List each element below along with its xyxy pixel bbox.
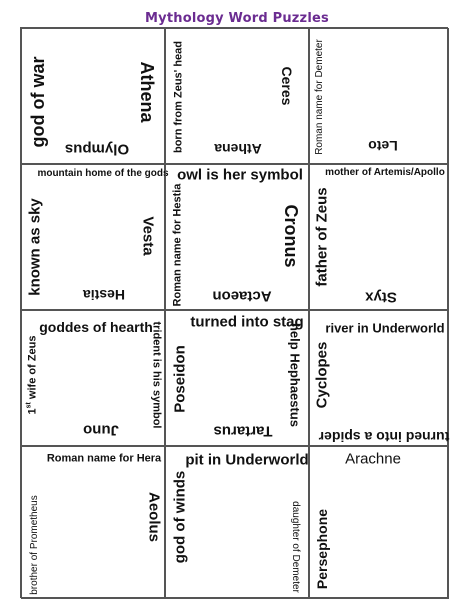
- puzzle-piece-3: Roman name for Demeter Leto: [309, 28, 449, 164]
- piece-edge-top: Roman name for Hera: [46, 452, 162, 465]
- piece-edge-left: Roman name for Hestia: [171, 183, 184, 307]
- puzzle-piece-7: goddes of hearth 1st wife of Zeus triden…: [21, 310, 165, 446]
- piece-edge-left: god of winds: [171, 470, 189, 564]
- puzzle-piece-5: owl is her symbol Roman name for Hestia …: [165, 164, 309, 310]
- piece-edge-left: known as sky: [26, 198, 44, 296]
- piece-edge-top: mountain home of the gods: [37, 168, 169, 179]
- piece-edge-bottom: Hestia: [82, 287, 126, 303]
- piece-edge-right: daughter of Demeter: [290, 501, 301, 593]
- piece-edge-left: Roman name for Demeter: [314, 39, 325, 155]
- puzzle-grid: god of war Athena Olympus born from Zeus…: [20, 27, 449, 599]
- piece-edge-right: Athena: [137, 61, 157, 123]
- piece-edge-left: brother of Prometheus: [29, 495, 40, 595]
- puzzle-piece-4: mountain home of the gods known as sky V…: [21, 164, 169, 310]
- piece-edge-left: god of war: [28, 56, 48, 148]
- piece-edge-bottom: Tartarus: [213, 422, 273, 440]
- piece-edge-right: Aeolus: [145, 491, 163, 543]
- piece-edge-top: river in Underworld: [325, 320, 445, 336]
- piece-edge-top: pit in Underworld: [185, 451, 309, 469]
- piece-edge-top: owl is her symbol: [177, 166, 303, 184]
- piece-edge-left: 1st wife of Zeus: [25, 335, 39, 415]
- piece-edge-bottom: Leto: [368, 138, 398, 154]
- piece-edge-left: Cyclopes: [313, 341, 331, 409]
- piece-edge-right: Ceres: [279, 66, 295, 106]
- piece-edge-bottom: Athena: [214, 141, 262, 157]
- piece-edge-bottom: Actaeon: [212, 287, 272, 305]
- piece-edge-top: turned into stag: [190, 313, 304, 331]
- piece-edge-bottom: turned into a spider: [318, 429, 450, 445]
- puzzle-piece-1: god of war Athena Olympus: [21, 28, 165, 164]
- piece-edge-right: help Hephaestus: [287, 322, 303, 428]
- puzzle-piece-2: born from Zeus' head Ceres Athena: [165, 28, 309, 164]
- piece-edge-left: father of Zeus: [313, 187, 331, 287]
- piece-edge-top: Arachne: [345, 450, 401, 468]
- piece-edge-right: Vesta: [139, 216, 157, 256]
- puzzle-piece-8: turned into stag Poseidon help Hephaestu…: [165, 310, 309, 446]
- page-title: Mythology Word Puzzles: [145, 11, 329, 26]
- piece-edge-right: Cronus: [281, 204, 301, 268]
- puzzle-piece-9: river in Underworld Cyclopes turned into…: [309, 310, 449, 446]
- piece-edge-bottom: Styx: [365, 288, 397, 306]
- piece-edge-left: Persephone: [314, 508, 330, 590]
- piece-edge-bottom: Juno: [83, 421, 119, 439]
- piece-edge-left: born from Zeus' head: [172, 40, 185, 154]
- puzzle-piece-10: Roman name for Hera brother of Prometheu…: [21, 446, 165, 599]
- puzzle-piece-6: mother of Artemis/Apollo father of Zeus …: [309, 164, 449, 310]
- piece-edge-left: Poseidon: [171, 345, 189, 413]
- puzzle-piece-11: pit in Underworld god of winds daughter …: [165, 446, 309, 599]
- piece-edge-bottom: Olympus: [64, 140, 130, 158]
- piece-edge-right: trident is his symbol: [150, 321, 163, 429]
- piece-edge-top: mother of Artemis/Apollo: [325, 167, 445, 178]
- puzzle-piece-12: Arachne Persephone: [309, 446, 449, 599]
- piece-edge-top: goddes of hearth: [39, 319, 153, 335]
